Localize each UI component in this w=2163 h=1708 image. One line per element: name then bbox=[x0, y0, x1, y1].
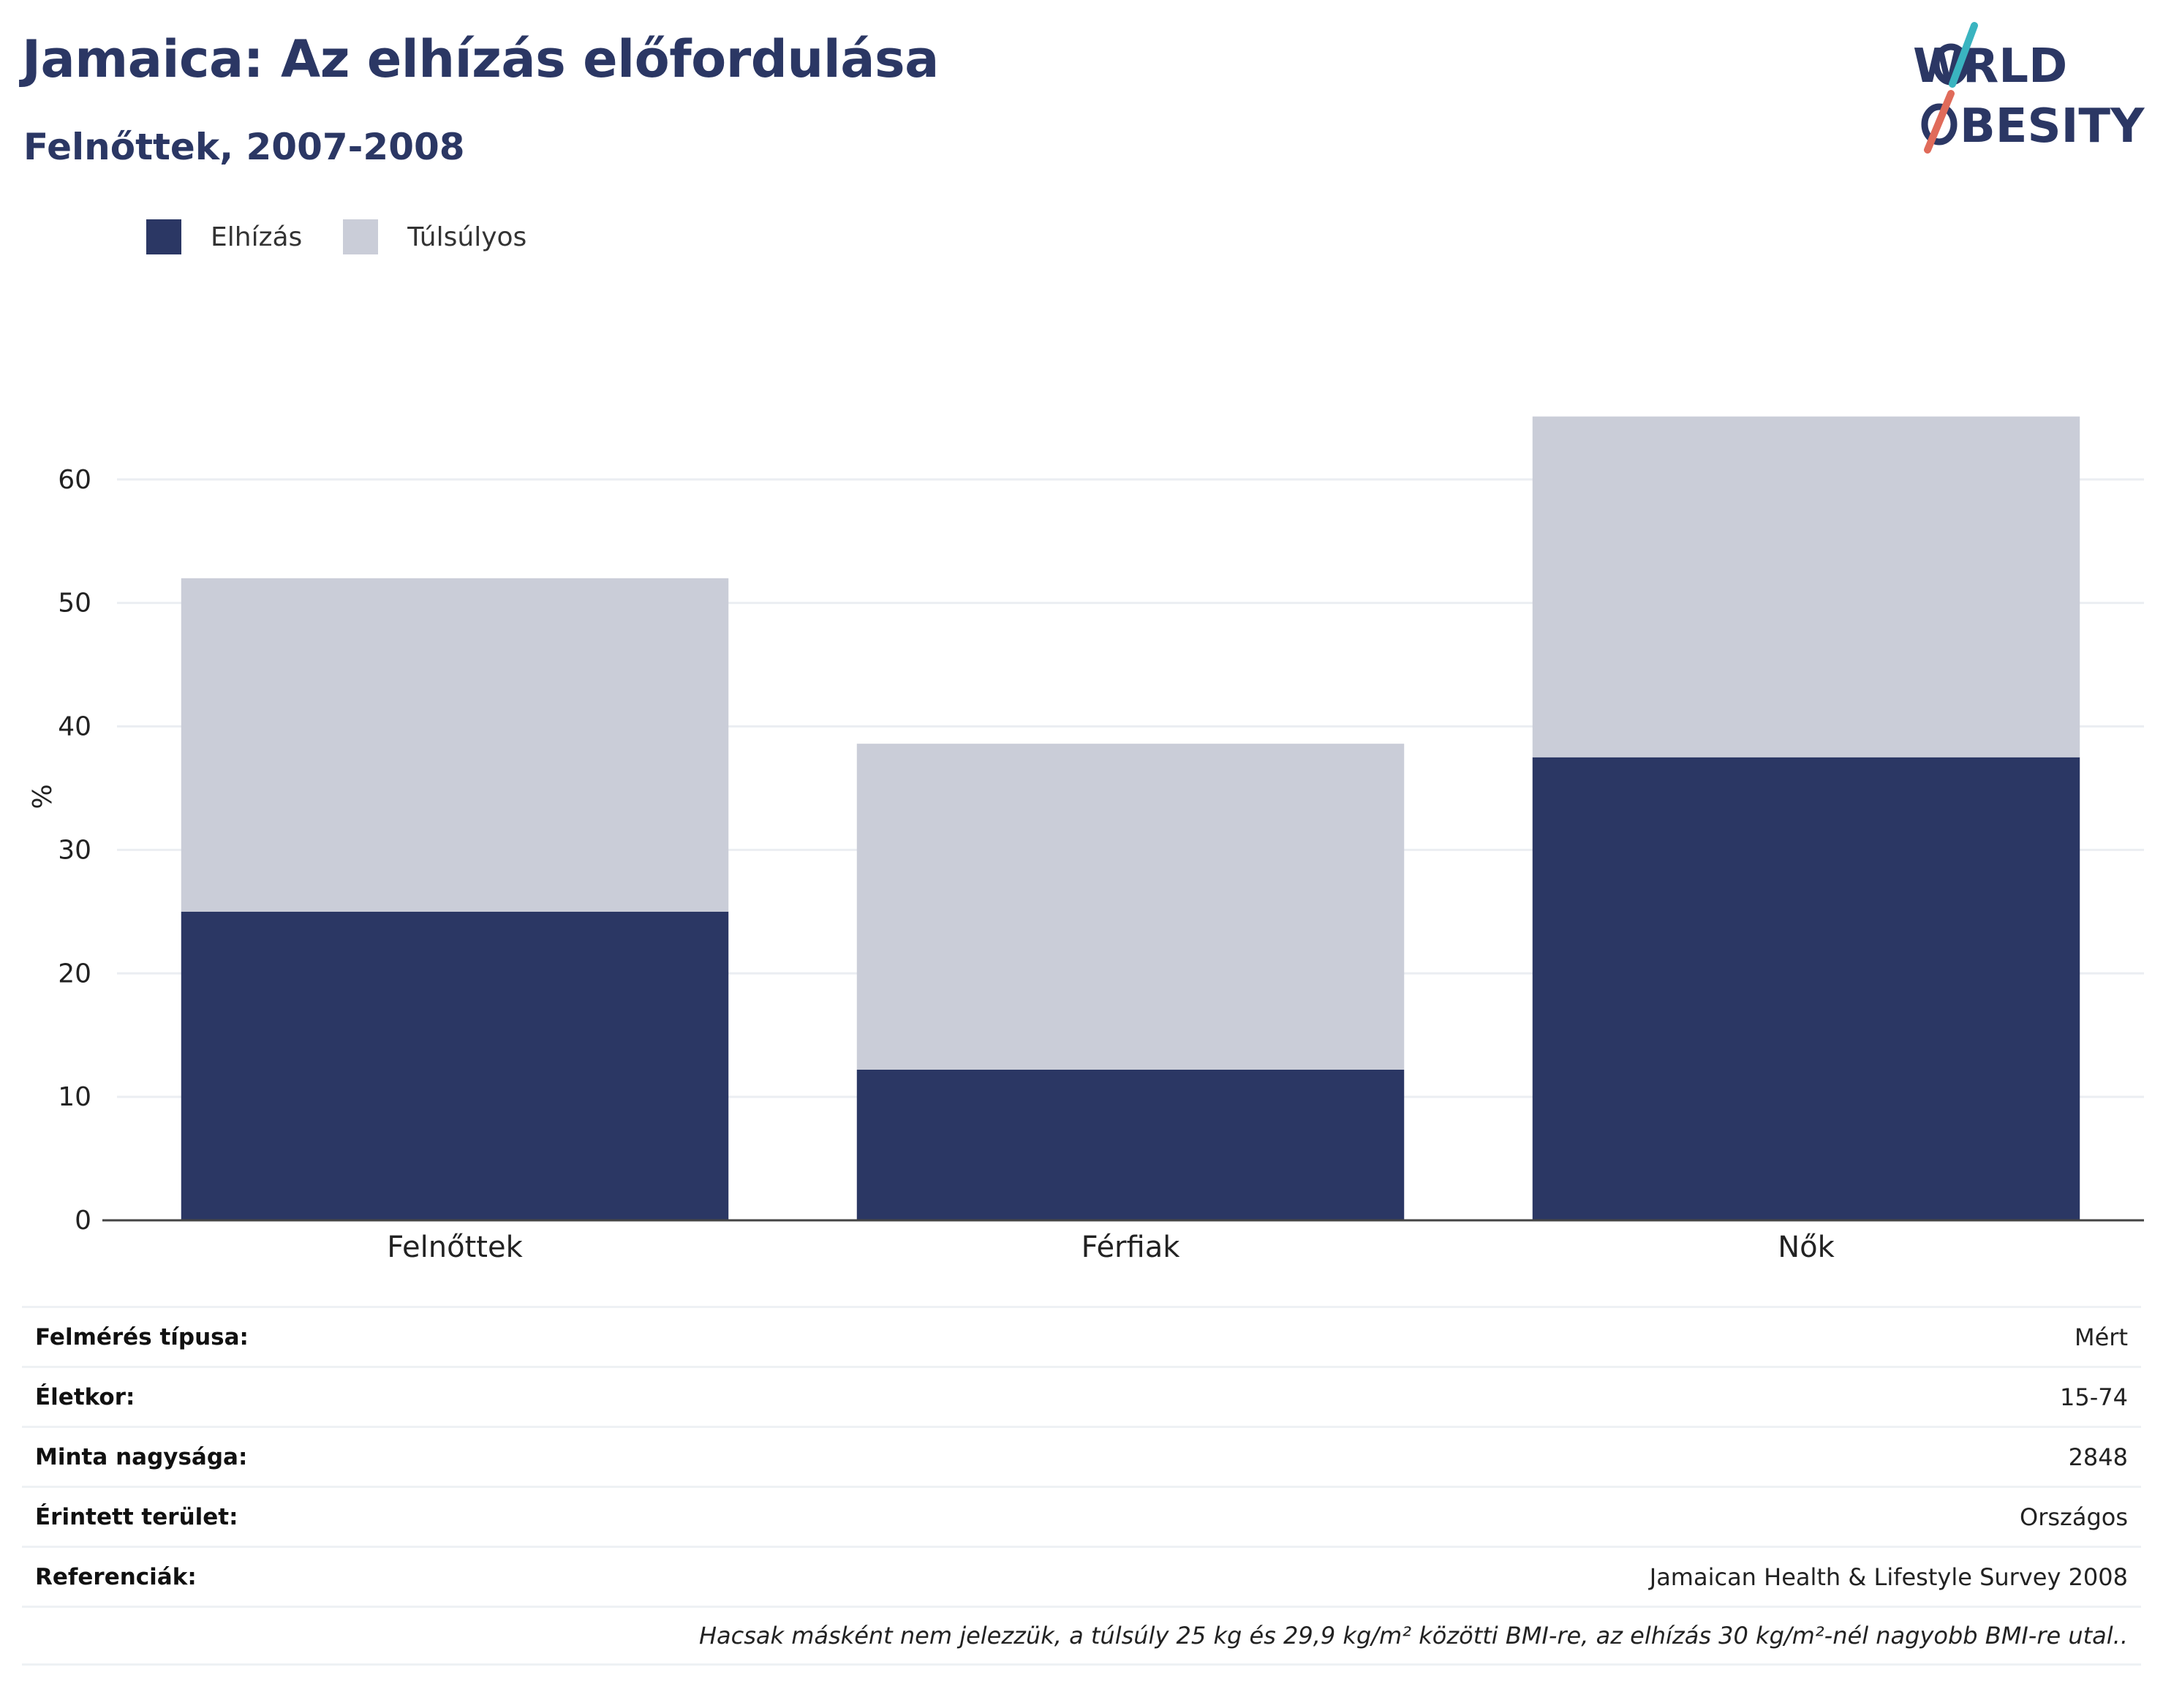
world-obesity-logo: W RLD BESITY bbox=[1913, 22, 2145, 154]
info-value: 15-74 bbox=[2060, 1383, 2128, 1411]
axes: 0 10 20 30 40 50 60% Felnőttek Férfiak Nők bbox=[28, 465, 2144, 1264]
definition-note: Hacsak másként nem jelezzük, a túlsúly 2… bbox=[698, 1622, 2128, 1650]
y-tick-label: 40 bbox=[58, 712, 91, 742]
info-value: 2848 bbox=[2068, 1443, 2128, 1471]
info-row-age: Életkor: 15-74 bbox=[22, 1366, 2141, 1426]
info-label: Életkor: bbox=[35, 1383, 135, 1410]
info-row-sample-size: Minta nagysága: 2848 bbox=[22, 1426, 2141, 1486]
page-title: Jamaica: Az elhízás előfordulása bbox=[22, 29, 939, 89]
legend-item-elhizas[interactable]: Elhízás bbox=[146, 219, 302, 254]
info-label: Érintett terület: bbox=[35, 1503, 238, 1530]
y-tick-label: 30 bbox=[58, 835, 91, 865]
info-row-area: Érintett terület: Országos bbox=[22, 1486, 2141, 1546]
bar-elhizas[interactable] bbox=[1532, 757, 2080, 1220]
info-value: Országos bbox=[2020, 1503, 2128, 1531]
y-tick-label: 20 bbox=[58, 959, 91, 989]
y-axis-label: % bbox=[28, 784, 58, 809]
x-tick-label: Felnőttek bbox=[387, 1231, 523, 1264]
bar-tulsulyos[interactable] bbox=[856, 744, 1405, 1070]
bar-tulsulyos[interactable] bbox=[1532, 416, 2080, 757]
info-label: Minta nagysága: bbox=[35, 1443, 248, 1470]
y-tick-label: 0 bbox=[75, 1206, 91, 1236]
info-row-note: Hacsak másként nem jelezzük, a túlsúly 2… bbox=[22, 1606, 2141, 1666]
bar-elhizas[interactable] bbox=[181, 911, 729, 1220]
x-tick-label: Férfiak bbox=[1082, 1231, 1181, 1264]
y-tick-label: 50 bbox=[58, 589, 91, 619]
x-tick-label: Nők bbox=[1778, 1231, 1835, 1264]
bar-chart: 0 10 20 30 40 50 60% Felnőttek Férfiak Nők bbox=[28, 416, 2144, 1264]
svg-text:RLD: RLD bbox=[1963, 39, 2067, 94]
legend-label-tulsulyos: Túlsúlyos bbox=[407, 222, 527, 252]
chart-legend: Elhízás Túlsúlyos bbox=[146, 218, 567, 256]
y-tick-label: 60 bbox=[58, 465, 91, 495]
svg-text:BESITY: BESITY bbox=[1960, 99, 2145, 154]
page-subtitle: Felnőttek, 2007-2008 bbox=[23, 126, 465, 168]
info-table: Felmérés típusa: Mért Életkor: 15-74 Min… bbox=[22, 1306, 2141, 1666]
legend-label-elhizas: Elhízás bbox=[211, 222, 303, 252]
bar-elhizas[interactable] bbox=[856, 1069, 1405, 1220]
info-value: Jamaican Health & Lifestyle Survey 2008 bbox=[1649, 1562, 2128, 1591]
bar-tulsulyos[interactable] bbox=[181, 578, 729, 912]
legend-item-tulsulyos[interactable]: Túlsúlyos bbox=[343, 219, 526, 254]
info-row-references: Referenciák: Jamaican Health & Lifestyle… bbox=[22, 1546, 2141, 1606]
info-value: Mért bbox=[2075, 1323, 2128, 1351]
bars bbox=[181, 416, 2080, 1220]
info-label: Referenciák: bbox=[35, 1563, 197, 1590]
info-row-survey-type: Felmérés típusa: Mért bbox=[22, 1306, 2141, 1366]
legend-swatch-tulsulyos bbox=[343, 219, 379, 254]
y-tick-label: 10 bbox=[58, 1082, 91, 1112]
legend-swatch-elhizas bbox=[146, 219, 181, 254]
info-label: Felmérés típusa: bbox=[35, 1323, 249, 1350]
